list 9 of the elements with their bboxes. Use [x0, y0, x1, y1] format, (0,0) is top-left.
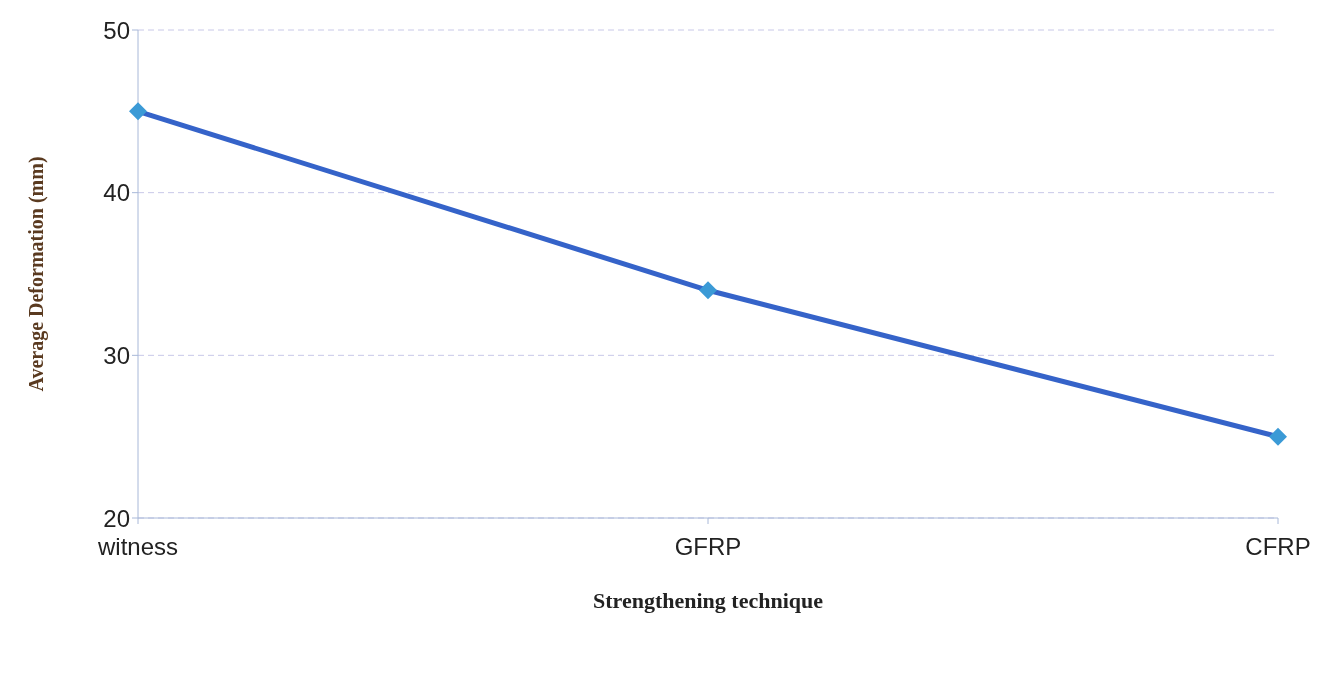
y-tick-label: 20 — [103, 504, 130, 532]
x-axis-title: Strengthening technique — [592, 588, 824, 613]
x-tick-label: witness — [96, 533, 179, 561]
y-tick-label: 40 — [103, 179, 130, 207]
y-tick-label: 50 — [103, 16, 130, 44]
x-tick-label: CFRP — [1245, 533, 1311, 561]
y-tick-label: 30 — [103, 341, 130, 369]
x-tick-label: GFRP — [674, 533, 742, 561]
y-axis-title: Average Deformation (mm) — [25, 156, 49, 392]
